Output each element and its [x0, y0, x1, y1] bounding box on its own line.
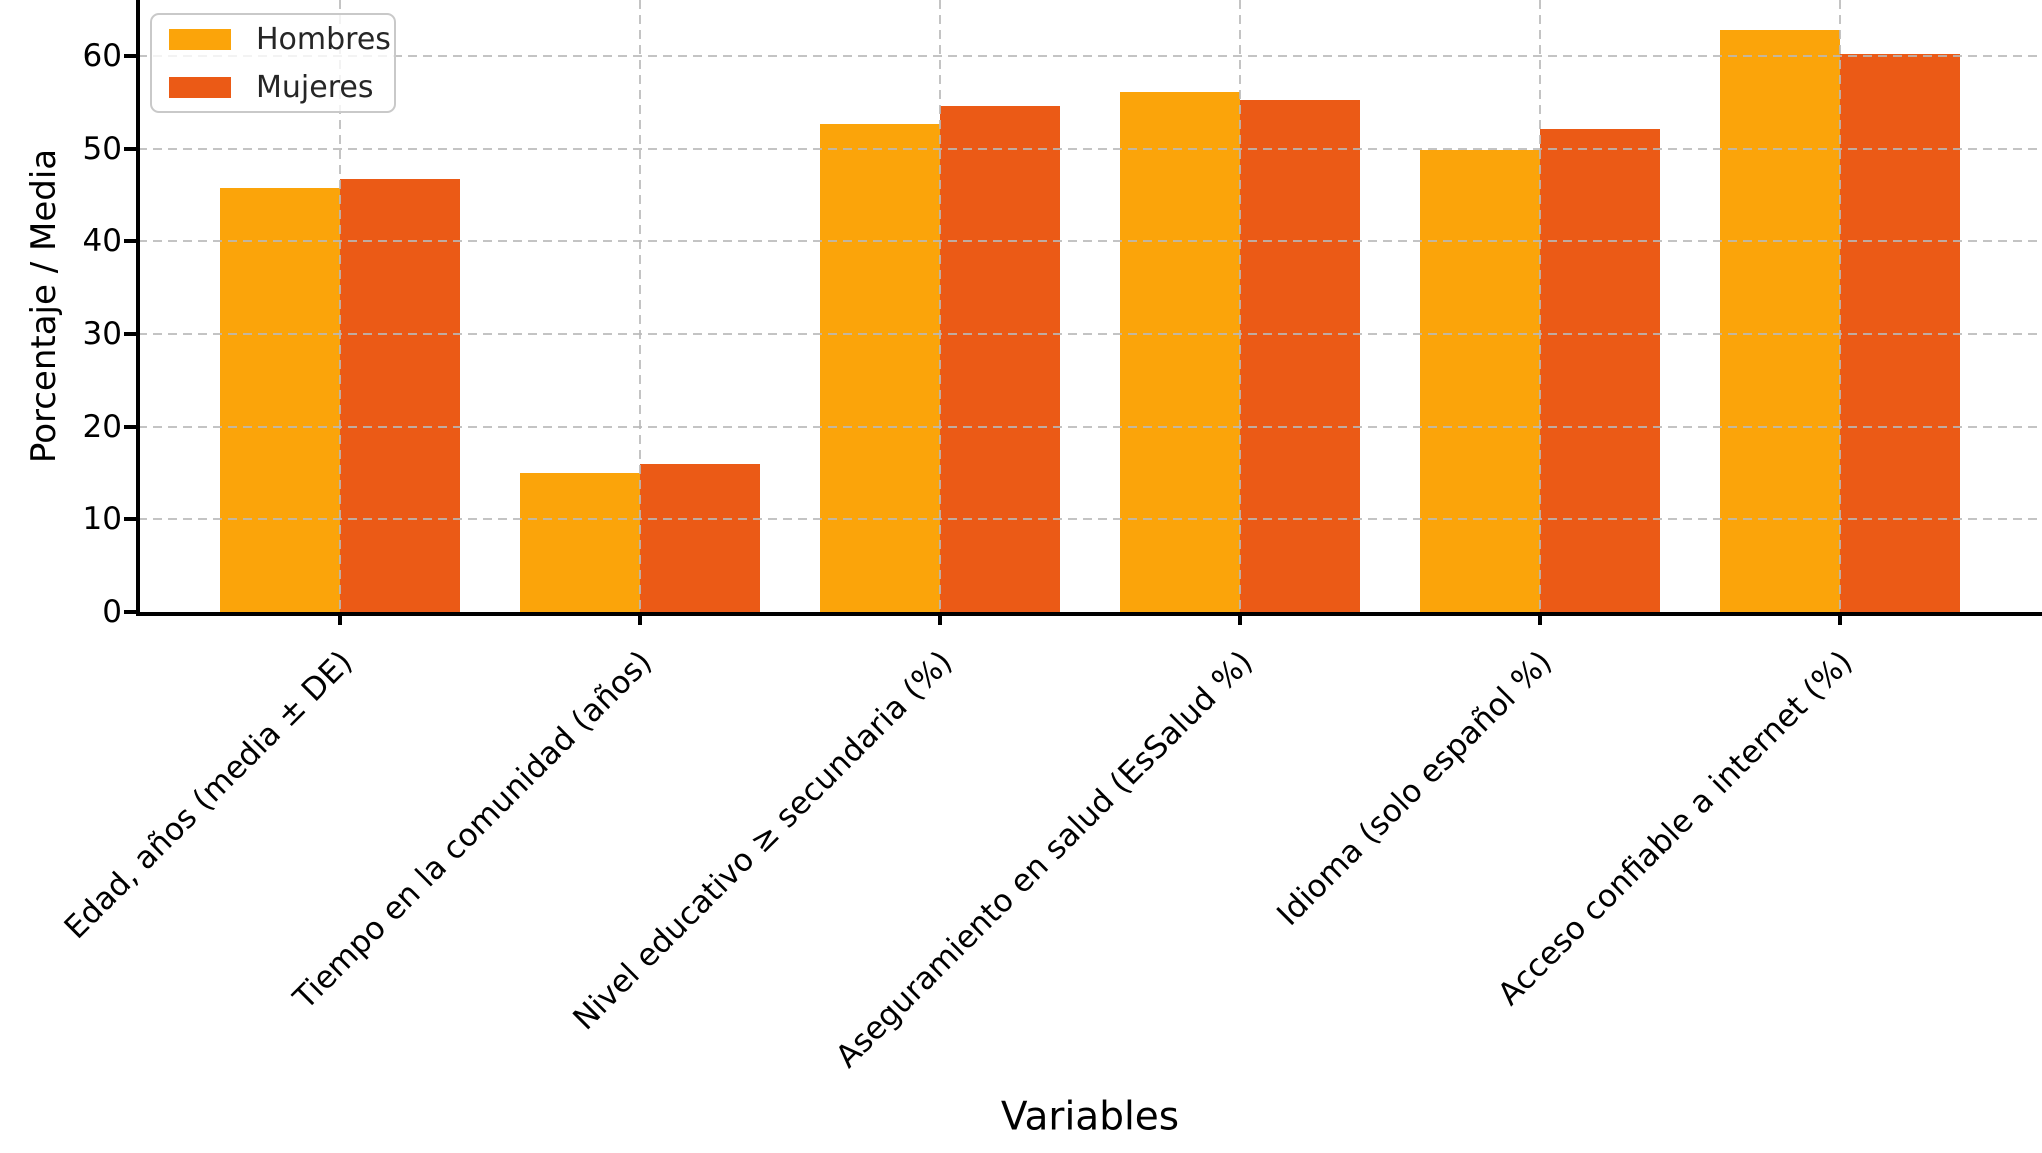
x-axis-tick-3 — [938, 612, 942, 625]
legend: Hombres Mujeres — [150, 13, 396, 113]
x-category-label-5: Idioma (solo español %) — [1270, 644, 1560, 933]
y-tick-label-60: 60 — [82, 37, 122, 74]
y-tick-label-10: 10 — [82, 501, 122, 538]
gridline-horizontal-60 — [138, 54, 2042, 57]
y-tick-label-50: 50 — [82, 130, 122, 167]
bar-mujeres-4 — [1240, 100, 1360, 612]
x-axis-title: Variables — [1000, 1094, 1180, 1140]
x-category-label-1: Edad, años (media ± DE) — [57, 644, 360, 947]
gridline-vertical-1 — [339, 0, 341, 612]
bar-hombres-4 — [1120, 92, 1240, 612]
y-axis-tick-40 — [124, 239, 138, 244]
x-category-label-2: Tiempo en la comunidad (años) — [287, 644, 660, 1017]
bar-mujeres-3 — [940, 105, 1060, 612]
x-axis-tick-5 — [1538, 612, 1542, 625]
gridline-horizontal-10 — [138, 518, 2042, 521]
legend-entry-hombres: Hombres — [169, 22, 391, 57]
bar-mujeres-2 — [640, 463, 760, 612]
gridline-horizontal-20 — [138, 425, 2042, 428]
gridline-horizontal-40 — [138, 240, 2042, 243]
x-axis-spine — [136, 612, 2042, 616]
bar-hombres-1 — [220, 188, 340, 612]
y-tick-label-30: 30 — [82, 315, 122, 352]
gridline-horizontal-30 — [138, 332, 2042, 335]
legend-label-mujeres: Mujeres — [256, 69, 374, 105]
x-axis-tick-6 — [1838, 612, 1842, 625]
bar-mujeres-1 — [340, 179, 460, 612]
legend-entry-mujeres: Mujeres — [169, 70, 377, 105]
bar-hombres-2 — [520, 472, 640, 612]
y-axis-tick-30 — [124, 331, 138, 336]
gridline-vertical-4 — [1239, 0, 1241, 612]
legend-swatch-hombres — [169, 28, 231, 50]
y-axis-spine — [136, 0, 140, 616]
legend-swatch-mujeres — [169, 76, 231, 98]
y-tick-label-20: 20 — [82, 408, 122, 445]
y-tick-label-0: 0 — [102, 594, 122, 630]
bar-hombres-5 — [1420, 150, 1540, 612]
x-axis-tick-4 — [1238, 612, 1242, 625]
gridline-vertical-5 — [1539, 0, 1541, 612]
gridline-vertical-3 — [939, 0, 941, 612]
x-category-label-6: Acceso confiable a internet (%) — [1490, 644, 1860, 1013]
legend-label-hombres: Hombres — [256, 21, 391, 57]
bar-hombres-3 — [820, 123, 940, 612]
y-axis-tick-10 — [124, 517, 138, 522]
gridline-vertical-2 — [639, 0, 641, 612]
y-axis-tick-50 — [124, 146, 138, 151]
y-tick-label-40: 40 — [82, 223, 122, 260]
x-axis-tick-2 — [638, 612, 642, 625]
gridline-horizontal-50 — [138, 147, 2042, 150]
gridline-vertical-6 — [1839, 0, 1841, 612]
y-axis-tick-60 — [124, 53, 138, 58]
x-axis-tick-1 — [338, 612, 342, 625]
bar-hombres-6 — [1720, 29, 1840, 612]
y-axis-tick-0 — [124, 610, 138, 614]
bar-mujeres-5 — [1540, 129, 1660, 612]
y-axis-tick-20 — [124, 424, 138, 429]
